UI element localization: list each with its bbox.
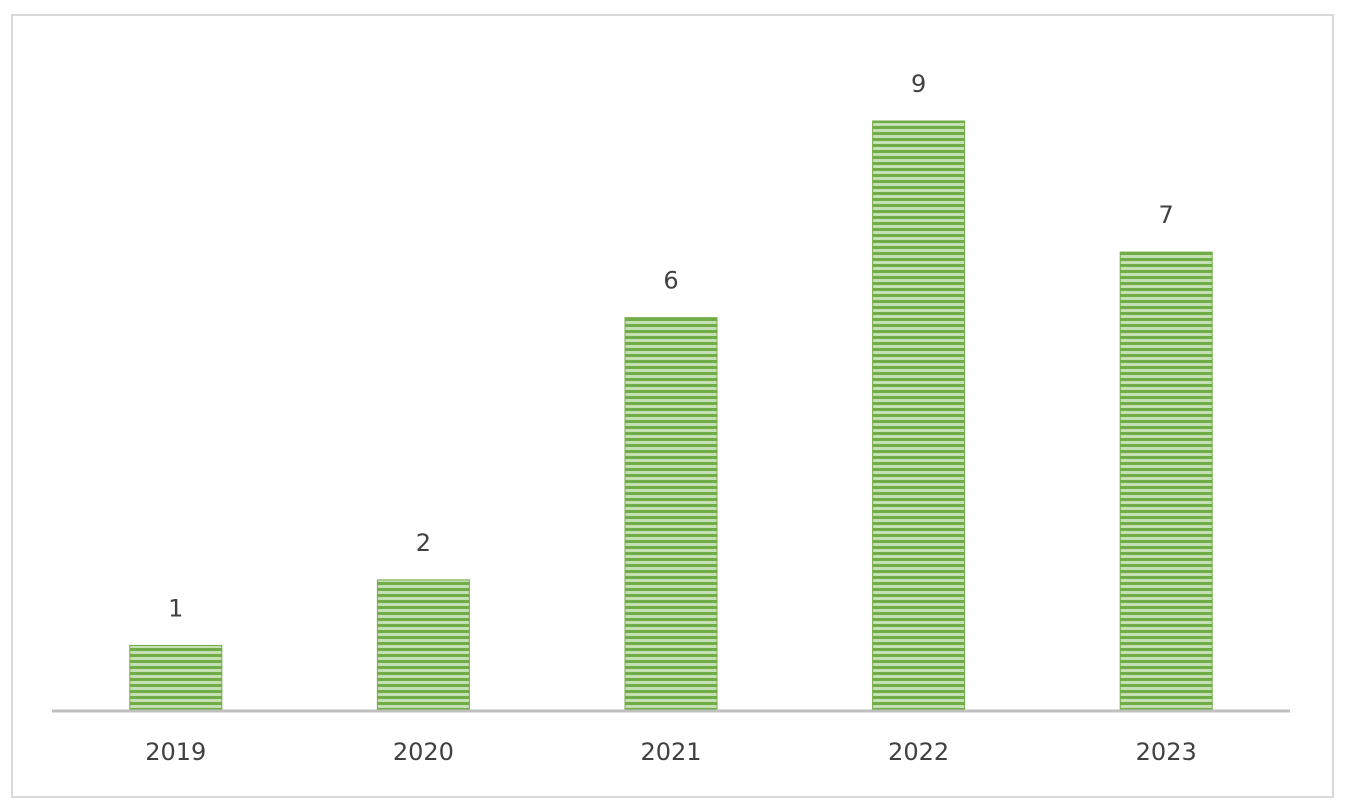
data-label: 1 xyxy=(168,594,183,622)
data-label: 6 xyxy=(663,267,678,295)
data-label: 9 xyxy=(911,70,926,98)
x-tick-label: 2019 xyxy=(145,738,206,766)
x-tick-label: 2021 xyxy=(640,738,701,766)
bar xyxy=(624,317,718,712)
x-tick-label: 2022 xyxy=(888,738,949,766)
data-label: 2 xyxy=(416,529,431,557)
bar xyxy=(129,644,223,712)
x-tick-label: 2020 xyxy=(393,738,454,766)
bar xyxy=(872,120,966,712)
x-tick-label: 2023 xyxy=(1136,738,1197,766)
bar xyxy=(376,579,470,712)
data-label: 7 xyxy=(1159,201,1174,229)
bar xyxy=(1119,251,1213,712)
